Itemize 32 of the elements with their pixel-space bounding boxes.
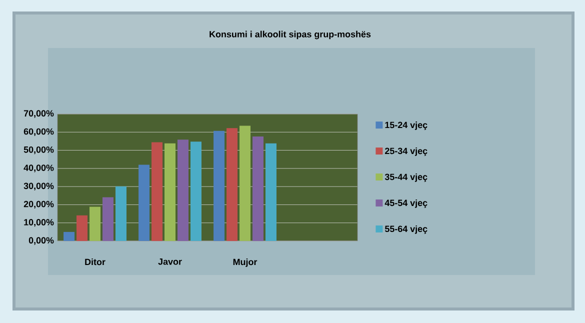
- y-tick-label: 50,00%: [24, 146, 54, 154]
- x-tick-label: Mujor: [233, 258, 258, 267]
- bar: [226, 128, 238, 241]
- y-tick-label: 30,00%: [24, 182, 54, 190]
- y-tick-label: 40,00%: [24, 164, 54, 172]
- y-tick-label: 60,00%: [24, 128, 54, 136]
- bar: [178, 140, 188, 241]
- bar: [252, 136, 264, 241]
- bar: [265, 143, 276, 241]
- bar: [138, 164, 150, 241]
- legend-label: 35-44 vjeç: [384, 174, 428, 182]
- y-tick-label: 0,00%: [28, 237, 54, 245]
- bar: [102, 197, 114, 241]
- bar: [76, 215, 88, 241]
- bar: [164, 143, 176, 241]
- bar: [152, 142, 163, 241]
- bar: [64, 232, 75, 241]
- bar: [115, 186, 126, 241]
- legend-label: 15-24 vjeç: [385, 122, 428, 130]
- bar: [214, 130, 225, 241]
- legend-label: 25-34 vjeç: [385, 148, 428, 156]
- bar: [90, 206, 101, 241]
- y-tick-label: 20,00%: [24, 200, 54, 209]
- legend-label: 55-64 vjeç: [384, 225, 428, 234]
- legend-label: 45-54 vjeç: [384, 199, 428, 208]
- bar: [190, 142, 202, 241]
- bar: [240, 126, 251, 241]
- x-tick-label: Ditor: [85, 258, 106, 266]
- y-tick-label: 70,00%: [24, 110, 54, 118]
- x-tick-label: Javor: [158, 258, 182, 265]
- chart-title: Konsumi i alkoolit sipas grup-moshës: [210, 30, 371, 40]
- y-tick-label: 10,00%: [24, 219, 54, 227]
